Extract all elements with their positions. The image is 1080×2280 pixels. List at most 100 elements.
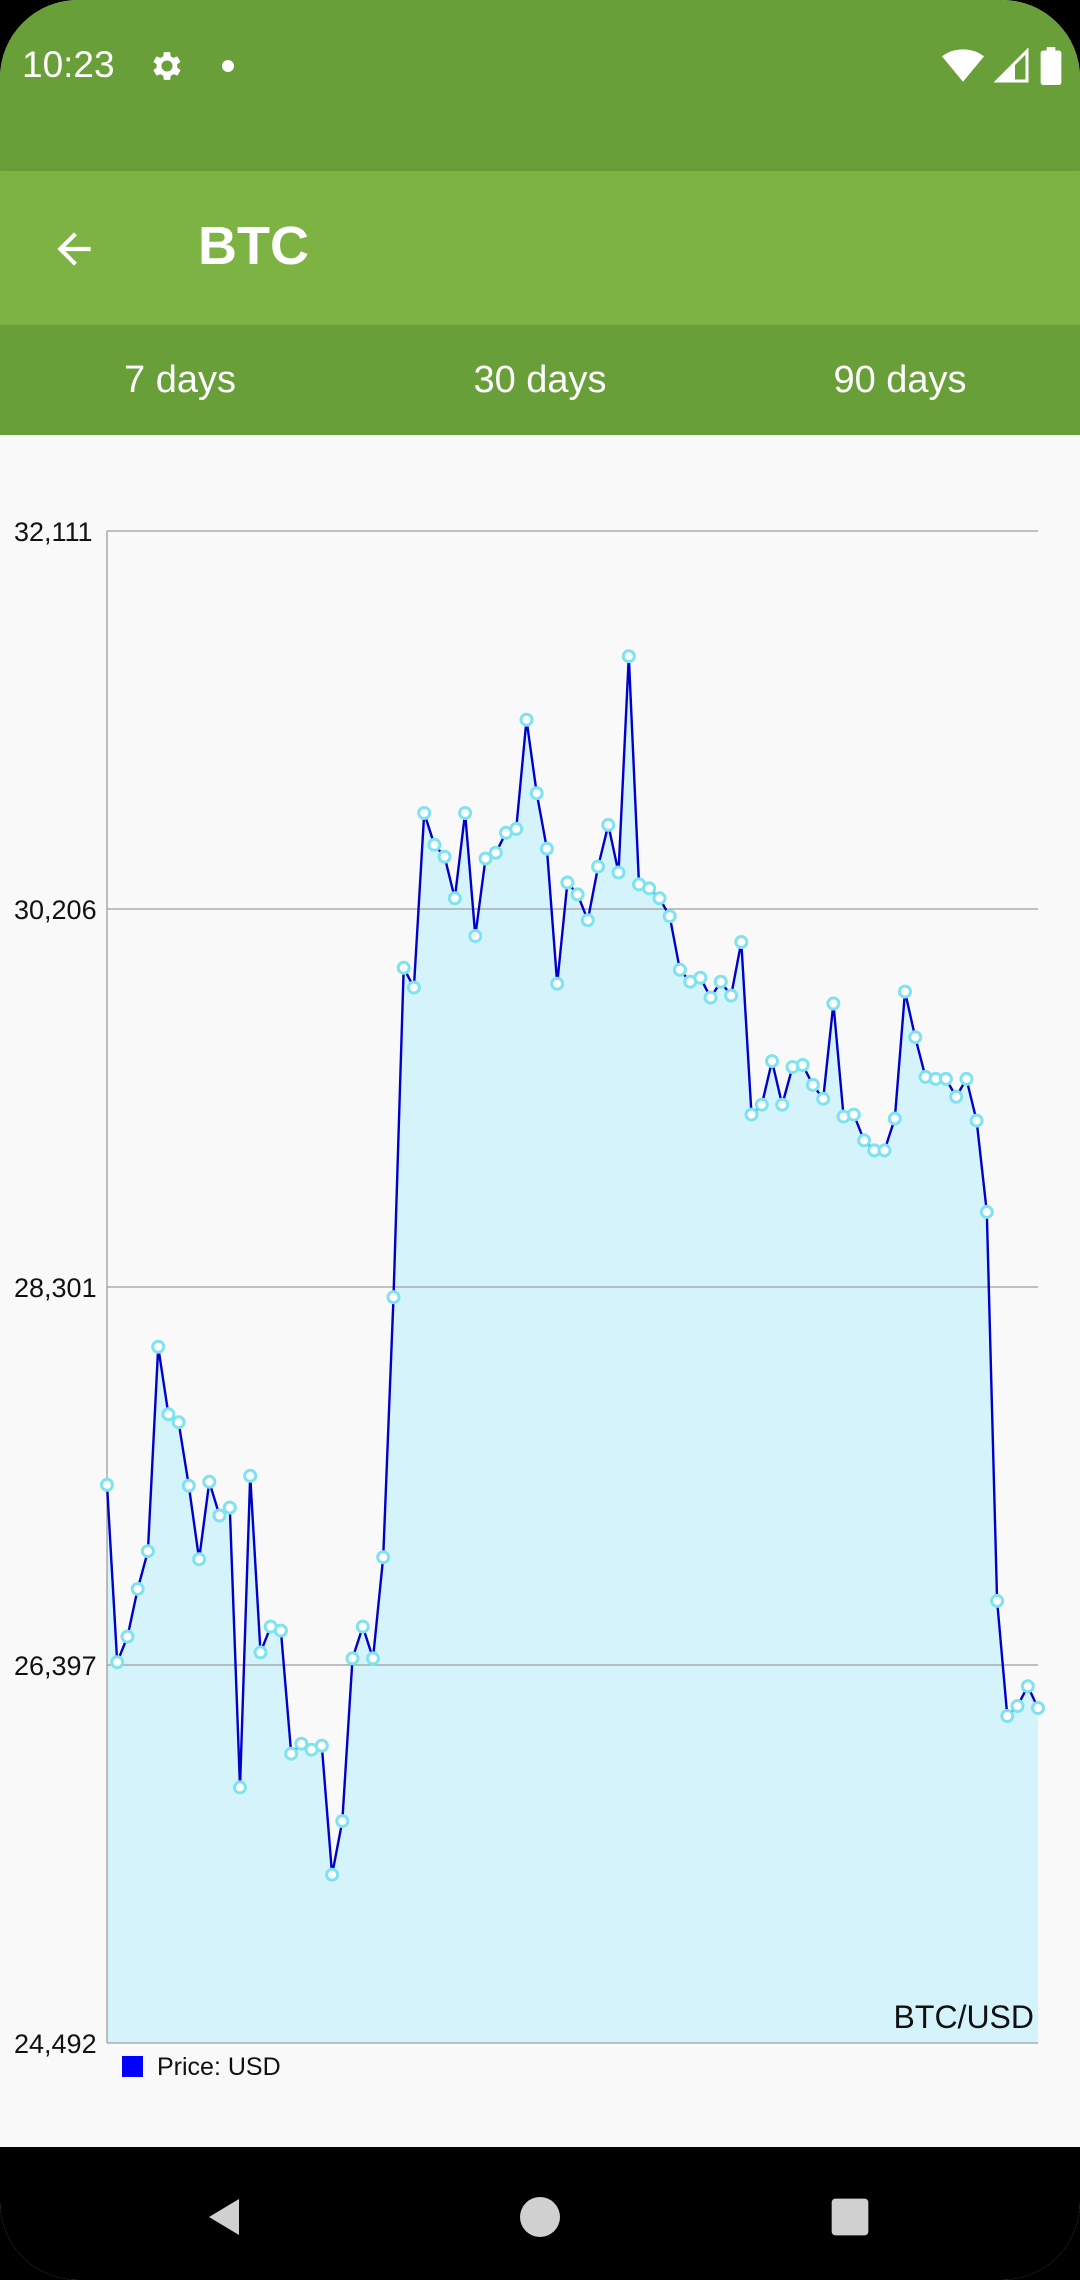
data-point (775, 1097, 790, 1112)
data-point (611, 865, 626, 880)
data-point (713, 974, 728, 989)
status-icons (932, 47, 1062, 90)
data-point (805, 1077, 820, 1092)
y-tick-label: 28,301 (14, 1273, 97, 1303)
home-circle-icon (520, 2197, 560, 2237)
data-point (591, 859, 606, 874)
price-chart: 32,111 30,206 28,301 26,397 24,492 BTC/USD Pri… (14, 517, 1045, 2081)
data-point (335, 1814, 350, 1829)
notification-dot (222, 60, 234, 72)
data-point (550, 976, 565, 991)
data-point (1010, 1699, 1025, 1713)
data-point (959, 1071, 974, 1086)
data-point (458, 806, 473, 820)
data-point (754, 1097, 769, 1112)
tab-30-days[interactable]: 30 days (473, 358, 607, 401)
data-point (366, 1651, 380, 1666)
data-point (621, 649, 636, 664)
data-point (857, 1133, 872, 1148)
nav-back-button[interactable] (185, 2177, 265, 2257)
data-point (539, 841, 554, 856)
data-point (376, 1550, 391, 1565)
data-point (253, 1645, 268, 1660)
y-tick-label: 32,111 (14, 517, 93, 547)
data-point (161, 1407, 176, 1422)
data-point (560, 875, 575, 890)
series-area-fill (107, 656, 1038, 2044)
data-point (908, 1030, 923, 1045)
data-point (949, 1089, 964, 1104)
data-point (192, 1552, 207, 1567)
data-point (1020, 1679, 1035, 1694)
data-point (846, 1107, 861, 1122)
range-tabs: 7 days 30 days 90 days (0, 325, 1080, 435)
legend-label: Price: USD (157, 2053, 281, 2081)
nav-recents-button[interactable] (810, 2177, 890, 2257)
data-point (284, 1746, 299, 1761)
data-point (672, 962, 687, 977)
data-point (222, 1500, 237, 1515)
data-point (488, 845, 503, 860)
arrow-left-icon (57, 232, 91, 266)
data-point (202, 1474, 217, 1489)
data-point (427, 837, 442, 852)
tab-7-days[interactable]: 7 days (124, 358, 236, 401)
status-bar: 10:23 (0, 0, 1080, 171)
nav-home-button[interactable] (500, 2177, 580, 2257)
system-nav-bar (0, 2147, 1080, 2280)
data-point (652, 891, 667, 906)
page-title: BTC (198, 216, 309, 276)
data-point (1000, 1709, 1015, 1723)
data-point (580, 913, 595, 928)
data-point (509, 821, 524, 836)
data-point (969, 1113, 984, 1128)
data-point (171, 1415, 186, 1430)
y-tick-label: 26,397 (14, 1651, 97, 1681)
data-point (693, 970, 708, 985)
data-point (816, 1091, 831, 1106)
chart-corner-label: BTC/USD (894, 1999, 1034, 2035)
y-tick-label: 30,206 (14, 895, 97, 925)
data-point (642, 881, 657, 896)
data-point (181, 1478, 196, 1493)
data-point (468, 929, 483, 943)
data-point (386, 1290, 401, 1305)
signal-icon (993, 47, 1030, 89)
data-point (396, 960, 411, 975)
recents-square-icon (831, 2198, 869, 2236)
data-point (724, 988, 739, 1003)
back-triangle-icon (209, 2199, 239, 2235)
status-time: 10:23 (22, 44, 115, 85)
data-point (212, 1508, 227, 1523)
data-point (325, 1867, 340, 1882)
data-point (529, 786, 544, 801)
legend-swatch (122, 2056, 143, 2077)
y-tick-label: 24,492 (14, 2029, 97, 2059)
data-point (938, 1071, 953, 1086)
data-point (826, 996, 841, 1011)
data-point (887, 1111, 902, 1126)
price-chart-area: 32,111 30,206 28,301 26,397 24,492 BTC/USD Pri… (0, 435, 1080, 2147)
data-point (601, 817, 616, 832)
gear-icon (153, 52, 181, 80)
data-point (979, 1204, 994, 1219)
battery-icon (1040, 47, 1062, 90)
data-point (110, 1655, 125, 1670)
data-point (703, 990, 718, 1005)
data-point (437, 849, 452, 864)
data-point (151, 1339, 166, 1354)
data-point (140, 1544, 155, 1559)
data-point (243, 1468, 258, 1483)
data-point (406, 980, 421, 995)
data-point (100, 1477, 114, 1492)
tab-90-days[interactable]: 90 days (833, 358, 967, 401)
data-point (1031, 1701, 1045, 1715)
data-point (447, 891, 462, 906)
wifi-icon (942, 48, 984, 89)
data-point (273, 1623, 288, 1638)
data-point (120, 1629, 135, 1644)
back-button[interactable] (34, 209, 114, 289)
data-point (417, 806, 432, 820)
data-point (130, 1581, 145, 1596)
data-point (662, 909, 677, 924)
